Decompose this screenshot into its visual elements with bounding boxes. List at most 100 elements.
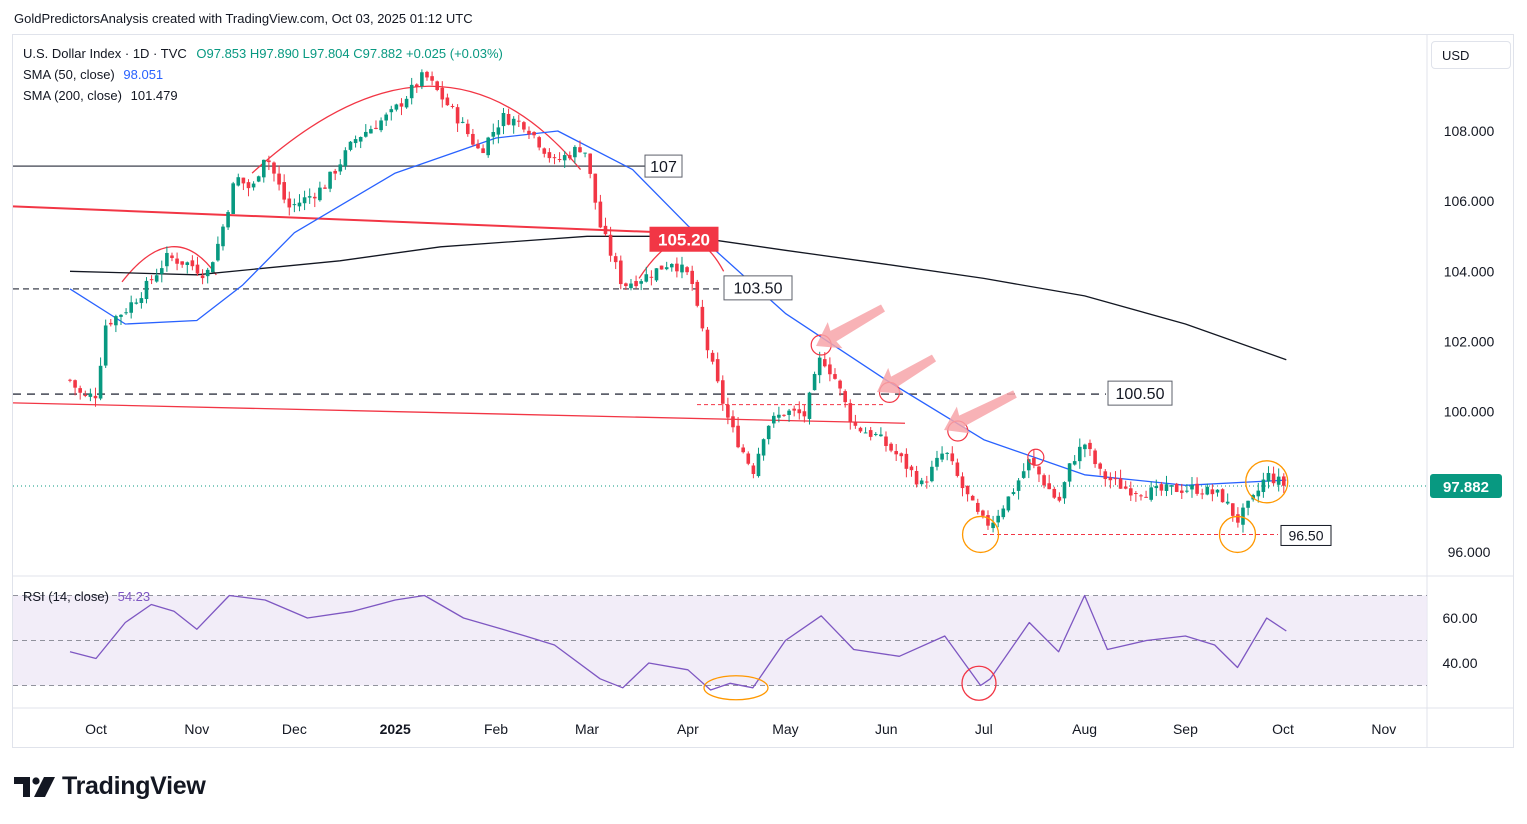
candle-body: [272, 162, 276, 174]
candle-body: [863, 432, 868, 434]
candle-body: [144, 280, 149, 300]
candle-body: [1093, 450, 1097, 465]
candle-body: [695, 281, 700, 306]
candle-body: [1072, 461, 1077, 465]
candle-body: [1037, 466, 1041, 475]
candle-body: [236, 177, 241, 186]
candle-body: [639, 281, 643, 284]
time-axis-tick: Jun: [875, 721, 898, 737]
rsi-axis-tick: 60.00: [1442, 610, 1477, 626]
candle-body: [919, 480, 924, 485]
candle-body: [573, 146, 577, 158]
candle-body: [1215, 489, 1220, 493]
candle-body: [511, 118, 516, 126]
legend-sma200-row: SMA (200, close) 101.479: [23, 88, 178, 103]
pointer-arrow: [816, 304, 885, 349]
legend-symbol-row: U.S. Dollar Index · 1D · TVC O97.853 H97…: [23, 46, 503, 61]
candle-body: [807, 392, 812, 419]
candle-body: [491, 132, 496, 137]
candle-body: [618, 260, 623, 285]
candle-body: [83, 394, 88, 396]
legend-sma200-value: 101.479: [130, 88, 178, 103]
candle-body: [792, 408, 796, 411]
candle-body: [685, 267, 689, 273]
candle-body: [363, 131, 368, 137]
candle-body: [471, 133, 475, 145]
candle-body: [1200, 493, 1204, 495]
candle-body: [73, 380, 77, 388]
candle-body: [1113, 478, 1118, 480]
candle-body: [970, 495, 975, 501]
candle-body: [287, 198, 292, 208]
candle-body: [822, 359, 827, 367]
legend-rsi-row: RSI (14, close) 54.23: [23, 589, 150, 604]
candle-body: [965, 485, 970, 495]
candle-body: [312, 196, 317, 199]
candle-body: [797, 409, 802, 414]
candle-body: [1185, 490, 1189, 492]
candle-body: [165, 252, 169, 267]
candle-body: [644, 274, 649, 282]
candle-body: [68, 379, 72, 381]
candle-body: [404, 98, 409, 108]
candle-body: [282, 182, 286, 200]
candle-body: [226, 212, 230, 228]
candle-body: [1271, 473, 1276, 484]
candle-body: [1057, 496, 1062, 501]
candle-body: [675, 263, 679, 272]
legend-sma50-value: 98.051: [123, 67, 164, 82]
level-label-107-box: [644, 154, 683, 178]
legend-rsi-value: 54.23: [117, 589, 151, 604]
candle-body: [700, 306, 705, 329]
level-label-100-50-box: [1107, 380, 1173, 406]
candle-body: [629, 283, 633, 289]
candle-body: [991, 522, 995, 529]
candle-body: [1006, 496, 1011, 511]
candle-body: [1021, 471, 1026, 478]
candle-body: [88, 393, 93, 397]
candle-body: [205, 269, 210, 277]
candle-body: [578, 147, 582, 153]
candle-body: [960, 476, 965, 489]
candle-body: [1205, 486, 1210, 495]
candle-body: [1139, 495, 1143, 497]
candle-body: [603, 225, 608, 235]
candle-body: [384, 114, 388, 121]
candle-body: [1276, 476, 1281, 485]
candle-body: [414, 84, 419, 87]
candle-body: [588, 153, 592, 174]
candle-body: [1083, 444, 1087, 450]
time-axis-tick: Jul: [975, 721, 993, 737]
candle-body: [843, 391, 847, 403]
candle-body: [782, 414, 786, 416]
tradingview-logo-text: TradingView: [62, 772, 206, 800]
tradingview-logo[interactable]: TradingView: [14, 772, 206, 801]
candle-body: [425, 71, 429, 78]
candle-body: [1230, 503, 1235, 516]
candle-body: [1077, 446, 1082, 462]
rounded-top-arc-left: [121, 246, 217, 283]
candle-body: [624, 283, 628, 287]
trend-line-lower: [12, 402, 906, 424]
candle-body: [1134, 493, 1138, 495]
candle-body: [129, 302, 133, 313]
sma200-line: [69, 235, 1287, 361]
candle-body: [1236, 514, 1240, 523]
candle-body: [440, 87, 445, 100]
candle-body: [833, 374, 837, 379]
currency-button[interactable]: USD: [1431, 41, 1511, 69]
candle-body: [455, 107, 460, 124]
candle-body: [930, 466, 934, 482]
candle-body: [221, 226, 225, 247]
candle-body: [1225, 501, 1230, 504]
candle-body: [720, 380, 725, 404]
pointer-arrow: [944, 390, 1017, 434]
candle-body: [445, 97, 450, 106]
swing-circle: [1245, 460, 1289, 504]
time-axis-tick: Dec: [282, 721, 307, 737]
candle-body: [659, 265, 664, 270]
candle-body: [680, 264, 684, 273]
candle-body: [389, 109, 394, 113]
level-label-105-20-box: [649, 226, 719, 252]
